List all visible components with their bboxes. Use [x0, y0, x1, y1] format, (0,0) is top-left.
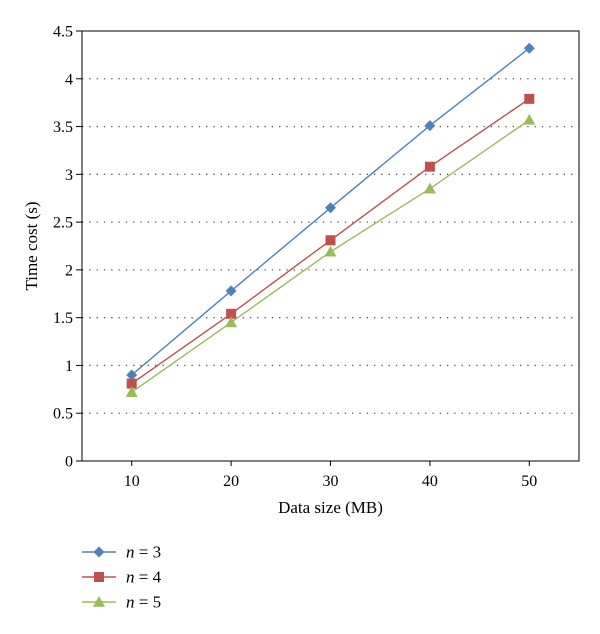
x-tick-label: 40	[422, 473, 438, 490]
y-tick-label: 3.5	[53, 119, 73, 136]
y-tick-label: 0	[65, 454, 73, 471]
legend-variable: n	[126, 568, 135, 587]
legend-value: = 3	[135, 543, 162, 562]
y-tick-label: 0.5	[53, 406, 73, 423]
data-point	[325, 202, 336, 214]
legend-item: n = 5	[82, 593, 161, 612]
legend-value: = 5	[135, 593, 162, 612]
legend: n = 3n = 4n = 5	[82, 543, 162, 612]
grid-lines	[82, 78, 579, 414]
x-axis-ticks: 10 20 30 40 50	[124, 461, 537, 490]
data-point	[324, 245, 337, 257]
x-tick-label: 30	[323, 473, 339, 490]
y-tick-label: 2	[65, 262, 73, 279]
data-point	[325, 235, 336, 246]
data-point	[423, 182, 436, 194]
legend-variable: n	[126, 593, 135, 612]
legend-variable: n	[126, 543, 135, 562]
legend-label: n = 4	[126, 568, 162, 587]
data-point	[126, 378, 137, 389]
legend-marker	[93, 546, 105, 558]
y-tick-label: 3	[65, 167, 73, 184]
data-point	[424, 120, 436, 132]
x-tick-label: 20	[223, 473, 239, 490]
legend-item: n = 4	[82, 568, 162, 587]
data-point	[126, 369, 138, 381]
legend-label: n = 3	[126, 543, 161, 562]
data-point	[523, 42, 535, 54]
y-tick-label: 1	[65, 358, 73, 375]
data-point	[225, 285, 237, 297]
y-tick-label: 1.5	[53, 310, 73, 327]
series-1	[126, 42, 535, 381]
legend-marker	[93, 596, 105, 607]
series-3	[125, 113, 536, 397]
data-point	[226, 308, 237, 319]
legend-value: = 4	[135, 568, 162, 587]
legend-item: n = 3	[82, 543, 161, 562]
y-tick-label: 4	[65, 71, 73, 88]
legend-label: n = 5	[126, 593, 161, 612]
data-point	[424, 161, 435, 172]
data-point	[524, 93, 535, 104]
y-axis-title: Time cost (s)	[22, 201, 41, 290]
y-axis-ticks: 0 0.5 1 1.5 2 2.5 3 3.5 4 4.5	[53, 24, 82, 471]
x-axis-title: Data size (MB)	[278, 498, 383, 517]
series-2	[126, 93, 535, 389]
x-tick-label: 10	[124, 473, 140, 490]
data-point	[125, 386, 138, 397]
y-tick-label: 4.5	[53, 24, 73, 41]
series-layer	[125, 42, 536, 397]
data-point	[225, 316, 238, 328]
legend-marker	[94, 572, 104, 582]
y-tick-label: 2.5	[53, 215, 73, 232]
x-tick-label: 50	[521, 473, 537, 490]
data-point	[523, 113, 536, 125]
